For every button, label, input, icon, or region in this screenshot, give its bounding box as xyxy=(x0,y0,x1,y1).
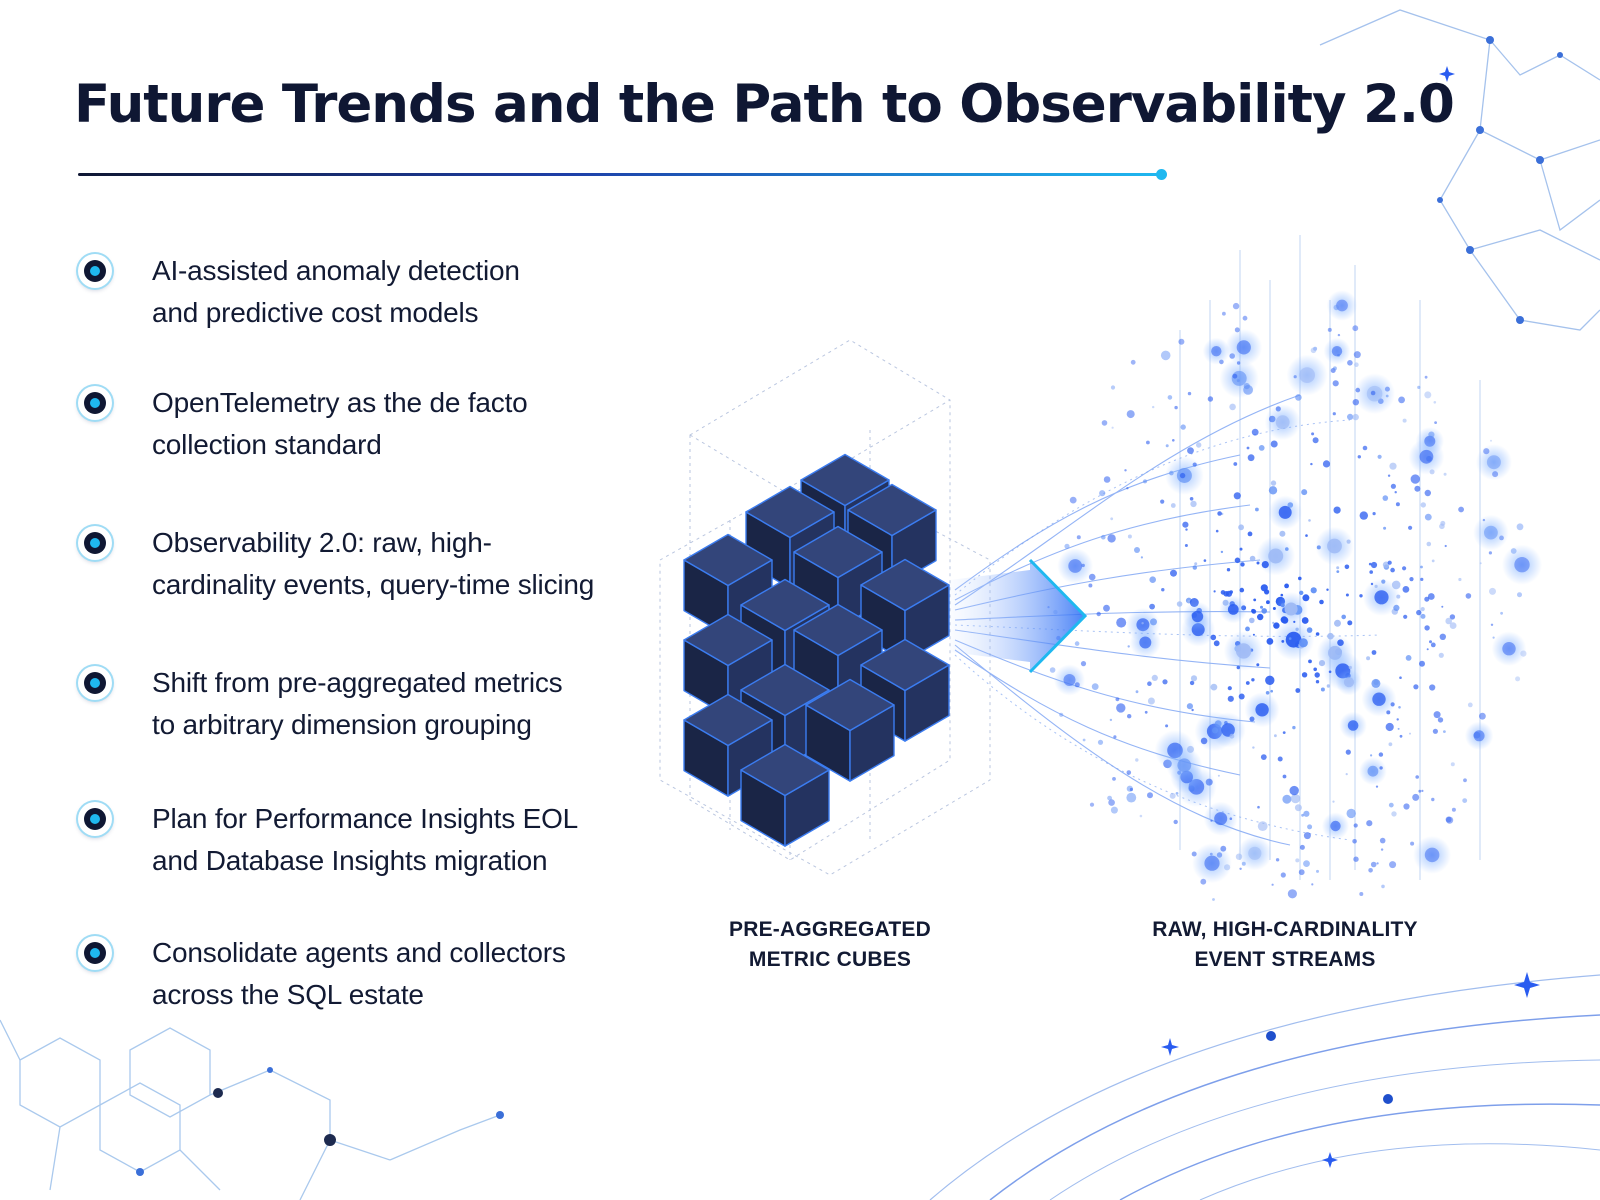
right-caption: RAW, HIGH-CARDINALITY EVENT STREAMS xyxy=(1120,915,1450,975)
bullet-target-icon xyxy=(78,666,112,700)
bullet-line: to arbitrary dimension grouping xyxy=(152,709,532,740)
network-bottom-left xyxy=(0,1019,501,1200)
page-title: Future Trends and the Path to Observabil… xyxy=(74,74,1455,135)
bullet-line: across the SQL estate xyxy=(152,979,424,1010)
bullet-target-icon xyxy=(78,802,112,836)
bullet-target-icon xyxy=(78,526,112,560)
bullet-line: Shift from pre-aggregated metrics xyxy=(152,667,563,698)
left-caption-line: PRE-AGGREGATED xyxy=(729,918,931,941)
bullet-text: Observability 2.0: raw, high- cardinalit… xyxy=(152,522,672,606)
transform-arrow-icon xyxy=(950,558,1088,674)
title-underline-dot xyxy=(1156,169,1167,180)
arcs-bottom-right xyxy=(929,974,1600,1200)
bullet-line: collection standard xyxy=(152,429,382,460)
network-bottom-left-nodes xyxy=(136,1067,504,1176)
bullet-line: OpenTelemetry as the de facto xyxy=(152,387,528,418)
bullet-text: Shift from pre-aggregated metrics to arb… xyxy=(152,662,672,746)
right-caption-line: RAW, HIGH-CARDINALITY xyxy=(1152,918,1418,941)
title-underline xyxy=(78,173,1163,176)
bullet-line: AI-assisted anomaly detection xyxy=(152,255,520,286)
network-top-right xyxy=(1319,9,1600,331)
bullet-target-icon xyxy=(78,936,112,970)
bullet-target-icon xyxy=(78,386,112,420)
bullet-line: cardinality events, query-time slicing xyxy=(152,569,595,600)
bullet-text: OpenTelemetry as the de facto collection… xyxy=(152,382,672,466)
bullet-target-icon xyxy=(78,254,112,288)
bullet-text: Plan for Performance Insights EOL and Da… xyxy=(152,798,672,882)
arc-nodes xyxy=(1266,1031,1393,1104)
left-caption-line: METRIC CUBES xyxy=(748,948,912,971)
bullet-line: Plan for Performance Insights EOL xyxy=(152,803,579,834)
bullet-line: and Database Insights migration xyxy=(152,845,548,876)
bullet-text: AI-assisted anomaly detection and predic… xyxy=(152,250,672,334)
bullet-line: and predictive cost models xyxy=(152,297,479,328)
bullet-line: Consolidate agents and collectors xyxy=(152,937,566,968)
bullet-text: Consolidate agents and collectors across… xyxy=(152,932,672,1016)
metric-cube-icon xyxy=(683,453,950,847)
bullet-line: Observability 2.0: raw, high- xyxy=(152,527,492,558)
sparkle-icons xyxy=(1161,66,1540,1168)
right-caption-line: EVENT STREAMS xyxy=(1194,948,1376,971)
network-top-right-nodes xyxy=(1437,36,1563,324)
event-particle-icon xyxy=(1047,290,1543,901)
left-caption: PRE-AGGREGATED METRIC CUBES xyxy=(690,915,970,975)
